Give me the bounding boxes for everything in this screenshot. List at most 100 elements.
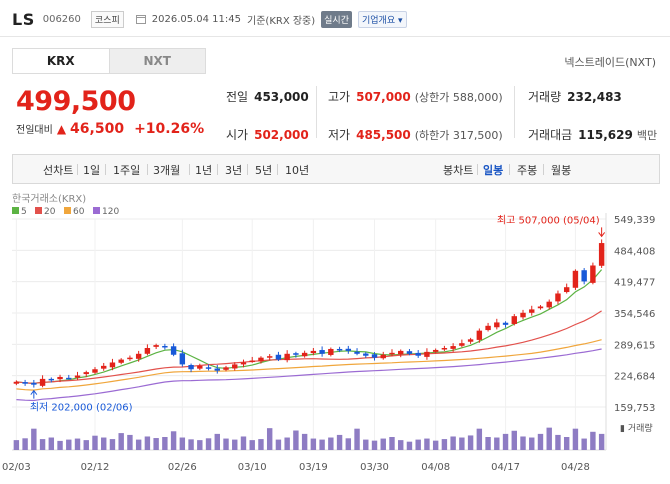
legend-label: 5 [21, 207, 27, 217]
candle-monthly[interactable]: 월봉 [551, 164, 572, 177]
x-tick-label: 03/10 [238, 462, 267, 473]
x-tick-label: 04/28 [561, 462, 590, 473]
candle [284, 353, 290, 361]
price-box: 499,500 전일대비 ▲ 46,500 +10.26% [16, 86, 204, 137]
candle [476, 330, 483, 340]
candle [424, 351, 430, 357]
volume-bar [520, 436, 526, 450]
ma-line [16, 348, 602, 402]
chart-source: 한국거래소(KRX) [12, 193, 86, 205]
candle [83, 372, 89, 375]
stats-divider [316, 86, 317, 138]
candle [240, 362, 247, 365]
realtime-button[interactable]: 실시간 [321, 10, 352, 28]
chart-grid [12, 213, 607, 451]
change-percent: +10.26% [134, 121, 205, 137]
up-arrow-icon: ▲ [56, 122, 67, 136]
candle [197, 365, 203, 369]
volume-bar [83, 440, 89, 450]
stat-value: 507,000 [356, 90, 411, 104]
candle [459, 343, 465, 346]
candle [205, 367, 212, 369]
volume-bar [467, 435, 474, 450]
period-1w[interactable]: 1주일 [113, 164, 141, 177]
volume-bar [363, 439, 369, 450]
volume-bar [572, 428, 579, 450]
volume-bar [371, 440, 378, 450]
nxt-link[interactable]: 넥스트레이드(NXT) [564, 56, 656, 69]
candle [328, 348, 334, 355]
x-tick-label: 02/12 [81, 462, 110, 473]
volume-bar [48, 437, 55, 450]
stat-value: 115,629 [578, 128, 633, 142]
mode-line-chart[interactable]: 선차트 [43, 164, 74, 177]
period-1d[interactable]: 1일 [83, 164, 101, 177]
volume-bar [301, 433, 308, 450]
candle [555, 293, 561, 302]
volume-bar [537, 433, 544, 450]
candle [406, 351, 413, 354]
tab-krx[interactable]: KRX [13, 49, 109, 73]
period-3m[interactable]: 3개월 [153, 164, 181, 177]
period-10y[interactable]: 10년 [285, 164, 310, 177]
period-5y[interactable]: 5년 [255, 164, 273, 177]
candle [66, 377, 72, 380]
volume-bar [109, 439, 116, 450]
volume-bar [502, 433, 509, 450]
volume-bar [459, 437, 465, 450]
mode-candle-chart[interactable]: 봉차트 [443, 164, 474, 177]
x-tick-label: 02/03 [2, 462, 31, 473]
exchange-tabs: KRX NXT [12, 48, 206, 74]
period-divider [509, 164, 510, 175]
candle [275, 354, 282, 360]
y-tick-label: 159,753 [614, 403, 655, 414]
candle [572, 270, 579, 288]
period-selector: 선차트 1일 1주일 3개월 1년 3년 5년 10년 봉차트 일봉 주봉 월봉 [12, 154, 660, 184]
timestamp: 2026.05.04 11:45 [151, 13, 242, 25]
candle [336, 348, 343, 351]
volume-bar [31, 428, 37, 450]
x-tick-label: 04/08 [421, 462, 450, 473]
volume-bar [293, 430, 299, 450]
candle [310, 350, 317, 354]
market-badge: 코스피 [90, 10, 124, 28]
y-tick-label: 549,339 [614, 215, 655, 226]
candle [450, 346, 456, 349]
volume-bar [240, 436, 247, 450]
candle [92, 369, 98, 373]
period-1y[interactable]: 1년 [195, 164, 213, 177]
volume-bar [354, 428, 360, 450]
candle [57, 376, 63, 380]
stat-label: 고가 [328, 90, 351, 104]
candles [13, 239, 605, 388]
stat-volume: 거래량 232,483 [528, 88, 622, 105]
stat-label: 전일 [226, 90, 249, 104]
ma-line [16, 339, 602, 391]
x-tick-label: 02/26 [168, 462, 197, 473]
period-divider [105, 164, 106, 175]
stock-header: LS 006260 코스피 2026.05.04 11:45 기준(KRX 장중… [12, 6, 407, 32]
stock-chart[interactable]: 한국거래소(KRX) 5 20 60 120 ▮ 거래량 549,339 484,408… [0, 188, 670, 484]
volume-bar [275, 439, 282, 450]
stat-label: 거래대금 [528, 128, 573, 142]
stat-value: 502,000 [254, 128, 309, 142]
x-tick-label: 03/30 [360, 462, 389, 473]
candle [188, 364, 194, 370]
volume-bar [319, 439, 325, 450]
max-arrow-icon [598, 227, 606, 238]
candle [13, 381, 20, 384]
volume-bar [389, 437, 395, 450]
volume-bar [249, 440, 255, 450]
corp-info-button[interactable]: 기업개요 ▾ [358, 10, 407, 28]
volume-bar [511, 430, 517, 450]
y-axis: 549,339 484,408 419,477 354,546 289,615 224,6… [614, 215, 655, 414]
period-3y[interactable]: 3년 [225, 164, 243, 177]
chart-svg: 한국거래소(KRX) 5 20 60 120 ▮ 거래량 549,339 484,408… [2, 193, 655, 473]
tab-nxt[interactable]: NXT [108, 49, 205, 73]
candle [590, 265, 596, 283]
candle [223, 367, 229, 370]
candle [363, 353, 369, 356]
candle-daily[interactable]: 일봉 [483, 164, 504, 177]
candle-weekly[interactable]: 주봉 [517, 164, 538, 177]
x-tick-label: 04/17 [491, 462, 520, 473]
